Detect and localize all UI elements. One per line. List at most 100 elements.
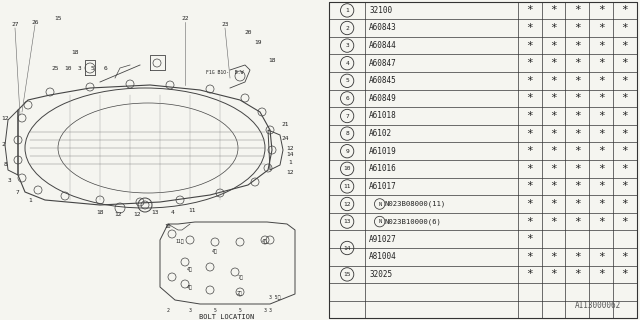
Text: *: * [574,199,580,209]
Text: 4①: 4① [262,239,268,244]
Text: *: * [598,93,605,103]
Text: *: * [621,129,628,139]
Text: *: * [621,76,628,86]
Text: A61018: A61018 [369,111,397,121]
Text: 18: 18 [268,58,276,62]
Text: *: * [574,23,580,33]
Text: 4⑥: 4⑥ [212,250,218,254]
Text: 1: 1 [28,197,32,203]
Text: *: * [550,76,557,86]
Text: *: * [574,76,580,86]
Text: *: * [550,5,557,15]
Text: *: * [621,5,628,15]
Text: 18: 18 [71,50,79,54]
Text: A113000062: A113000062 [575,301,621,310]
Text: A60847: A60847 [369,59,397,68]
Text: *: * [598,181,605,191]
Text: *: * [574,269,580,279]
Text: 4⑦: 4⑦ [187,284,193,290]
Text: 3: 3 [269,308,271,313]
Text: A61016: A61016 [369,164,397,173]
Text: 10: 10 [344,166,351,171]
Text: *: * [621,252,628,262]
Text: *: * [621,164,628,174]
Text: *: * [598,41,605,51]
Text: *: * [526,23,533,33]
Text: 13: 13 [151,211,159,215]
Text: *: * [621,199,628,209]
Text: 32100: 32100 [369,6,392,15]
Text: *: * [598,199,605,209]
Text: 14: 14 [344,245,351,251]
Text: 14: 14 [286,153,294,157]
Text: 3: 3 [8,178,12,182]
Text: *: * [550,252,557,262]
Text: 12: 12 [133,212,141,218]
Text: *: * [526,76,533,86]
Text: *: * [598,217,605,227]
Text: 3: 3 [78,66,82,70]
Text: *: * [598,58,605,68]
Text: *: * [598,76,605,86]
Text: *: * [526,234,533,244]
Text: *: * [526,199,533,209]
Text: *: * [526,269,533,279]
Text: 5: 5 [214,308,216,313]
Text: *: * [550,164,557,174]
Text: *: * [574,93,580,103]
Text: *: * [526,111,533,121]
Text: A60844: A60844 [369,41,397,50]
Text: *: * [621,217,628,227]
Text: *: * [598,111,605,121]
Text: *: * [526,93,533,103]
Text: *: * [598,23,605,33]
Text: 7: 7 [16,189,20,195]
Text: 3: 3 [264,308,266,313]
Text: 7: 7 [346,114,349,118]
Text: 11: 11 [344,184,351,189]
Text: 19: 19 [254,39,262,44]
Text: A60849: A60849 [369,94,397,103]
Text: *: * [550,111,557,121]
Text: *: * [526,58,533,68]
Text: *: * [574,5,580,15]
Text: 3: 3 [189,308,191,313]
Text: *: * [574,181,580,191]
Text: *: * [574,58,580,68]
Text: 12: 12 [344,202,351,206]
Text: *: * [550,41,557,51]
Text: 32025: 32025 [369,270,392,279]
Text: 5: 5 [239,308,241,313]
Text: 22: 22 [181,15,189,20]
Text: 15: 15 [344,272,351,277]
Text: *: * [598,129,605,139]
Text: *: * [621,181,628,191]
Text: 27: 27 [12,22,19,28]
Text: *: * [621,93,628,103]
Text: 9: 9 [346,149,349,154]
Text: *: * [574,41,580,51]
Text: A61019: A61019 [369,147,397,156]
Text: *: * [621,41,628,51]
Text: 26: 26 [31,20,39,25]
Text: 1: 1 [288,161,292,165]
Text: A81004: A81004 [369,252,397,261]
Text: *: * [550,217,557,227]
Text: A6102: A6102 [369,129,392,138]
Text: *: * [550,58,557,68]
Text: *: * [526,252,533,262]
Text: 2④: 2④ [237,292,243,297]
Text: 12: 12 [286,171,294,175]
Text: 10: 10 [64,66,72,70]
Text: *: * [621,269,628,279]
Text: 16: 16 [164,225,172,229]
Text: A61017: A61017 [369,182,397,191]
Text: *: * [550,23,557,33]
Text: *: * [550,146,557,156]
Text: N023B08000(11): N023B08000(11) [385,201,445,207]
Text: 6: 6 [103,66,107,70]
Text: 2: 2 [346,26,349,30]
Text: *: * [598,5,605,15]
Text: *: * [598,269,605,279]
Text: *: * [550,269,557,279]
